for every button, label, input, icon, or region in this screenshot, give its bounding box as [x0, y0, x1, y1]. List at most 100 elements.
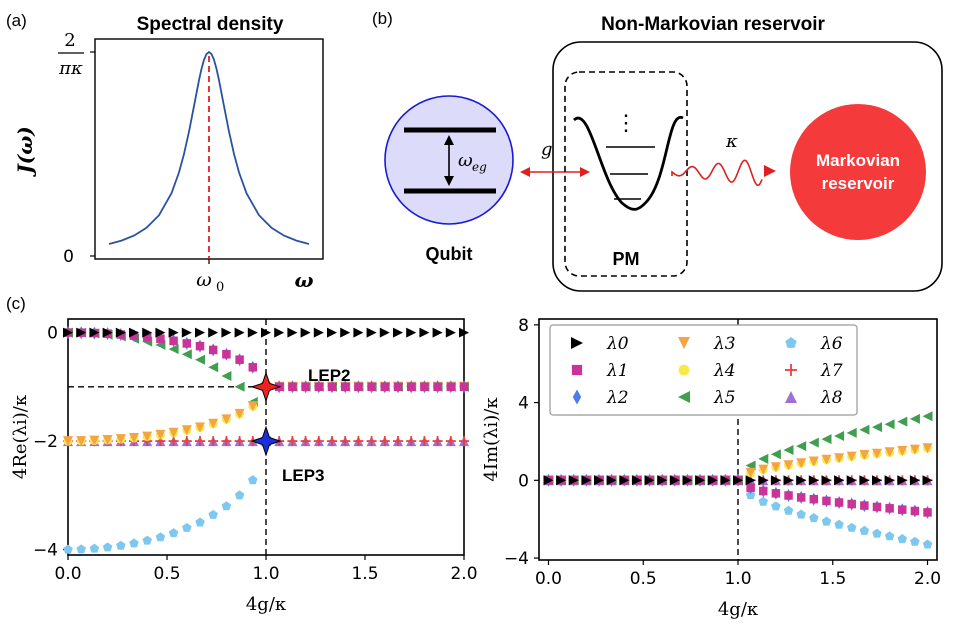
left-point-λ0 [142, 327, 153, 338]
left-point-λ6 [221, 501, 232, 511]
left-point-λ7 [419, 436, 430, 447]
right-point-λ5 [783, 445, 794, 455]
left-point-λ5 [221, 371, 232, 381]
panel-c: (c) 0.0 0.5 1.0 1.5 2.0 0 −2 −4 4g/κ 4Re(λi)/κ LE… [6, 294, 941, 620]
right-point-λ5 [872, 422, 882, 433]
left-point-λ3 [155, 429, 166, 440]
left-point-λ1 [142, 332, 152, 342]
right-point-λ0 [682, 475, 693, 486]
left-point-λ0 [181, 327, 192, 338]
decay-label: κ [725, 131, 738, 152]
left-point-λ7 [393, 436, 404, 447]
left-point-λ7 [221, 436, 232, 447]
right-point-λ0 [581, 475, 592, 486]
right-point-λ0 [745, 475, 756, 486]
legend-marker-λ4 [678, 364, 690, 376]
legend-marker-λ6 [785, 337, 797, 348]
right-ytick-label: 0 [518, 471, 529, 491]
panel-a-xlabel: ω [294, 268, 313, 292]
right-point-λ0 [695, 475, 706, 486]
left-point-λ3 [129, 433, 139, 443]
right-point-λ6 [834, 519, 844, 529]
right-xtick-label: 2.0 [914, 569, 941, 589]
left-point-λ0 [445, 327, 456, 338]
plot-c-left: 0.0 0.5 1.0 1.5 2.0 0 −2 −4 4g/κ 4Re(λi)/κ LEP2 L… [10, 318, 478, 615]
qubit-freq-sub: eg [472, 160, 487, 174]
right-point-λ3 [846, 451, 857, 462]
right-point-λ1 [860, 501, 869, 510]
left-point-λ7 [366, 436, 377, 447]
left-point-λ0 [340, 327, 351, 338]
legend-label-λ2: λ2 [606, 388, 629, 408]
right-point-λ3 [796, 458, 807, 469]
right-point-λ0 [657, 475, 668, 486]
left-xtick-label: 2.0 [450, 564, 477, 584]
left-point-λ7 [181, 436, 192, 447]
left-point-λ7 [353, 436, 364, 447]
left-point-λ1 [406, 382, 416, 392]
pm-dashed-box [564, 71, 688, 277]
left-point-λ0 [327, 327, 337, 338]
left-point-λ0 [379, 327, 390, 338]
right-point-λ1 [885, 504, 894, 513]
right-point-λ0 [556, 475, 567, 486]
panel-a-ytick-top-num: 2 [64, 30, 75, 51]
left-point-λ1 [195, 341, 205, 351]
right-point-λ3 [859, 450, 870, 460]
coupling-label: g [541, 139, 553, 160]
left-point-λ1 [301, 382, 310, 392]
left-point-λ1 [222, 350, 231, 359]
legend-label-λ4: λ4 [713, 361, 736, 381]
right-point-λ1 [923, 508, 932, 517]
left-point-λ0 [102, 327, 113, 338]
right-xtick-label: 1.5 [819, 569, 846, 589]
left-point-λ0 [168, 327, 179, 338]
right-point-λ5 [808, 437, 819, 448]
right-point-λ6 [884, 531, 895, 541]
right-point-λ3 [909, 444, 920, 455]
right-point-λ0 [770, 475, 781, 486]
plot-c-right-axes: 0.0 0.5 1.0 1.5 2.0 8 4 0 −4 4g/κ 4Im(λi)/κ [481, 316, 941, 620]
right-point-λ5 [909, 413, 920, 424]
right-point-λ5 [821, 434, 832, 445]
left-ytick-label: −4 [33, 541, 58, 561]
right-point-λ0 [543, 475, 554, 486]
left-point-λ1 [182, 339, 192, 348]
legend-marker-λ3 [678, 337, 690, 349]
left-point-λ0 [353, 327, 364, 338]
left-point-λ6 [116, 540, 126, 550]
left-point-λ0 [221, 327, 232, 338]
legend-marker-λ8 [785, 391, 797, 403]
left-point-λ0 [208, 327, 219, 338]
left-point-λ7 [195, 436, 206, 447]
left-point-λ7 [208, 436, 219, 447]
left-point-λ6 [195, 517, 205, 527]
left-point-λ0 [313, 327, 324, 338]
left-point-λ6 [208, 509, 218, 519]
left-point-λ3 [181, 425, 192, 436]
panel-a-xtick-sub: 0 [216, 280, 224, 295]
markovian-label-line1: Markovian [816, 151, 900, 170]
lep2-star [250, 371, 282, 403]
right-point-λ6 [922, 539, 933, 549]
left-xtick-label: 1.5 [351, 564, 378, 584]
right-point-λ5 [897, 416, 908, 427]
right-point-λ1 [847, 499, 856, 509]
right-point-λ5 [770, 449, 781, 460]
left-point-λ1 [354, 382, 363, 392]
right-point-λ6 [910, 536, 920, 546]
right-point-λ0 [758, 475, 769, 486]
legend-label-λ7: λ7 [820, 361, 843, 381]
left-point-λ7 [445, 436, 456, 447]
right-point-λ1 [796, 493, 806, 502]
left-point-λ7 [234, 436, 245, 447]
right-point-λ1 [910, 506, 920, 516]
left-point-λ5 [234, 381, 245, 392]
left-point-λ5 [195, 354, 205, 365]
right-point-λ6 [771, 501, 781, 511]
right-point-λ1 [784, 491, 793, 500]
left-point-λ0 [76, 327, 87, 338]
left-point-λ1 [327, 382, 337, 392]
left-point-λ0 [274, 327, 285, 338]
left-point-λ7 [340, 436, 351, 447]
